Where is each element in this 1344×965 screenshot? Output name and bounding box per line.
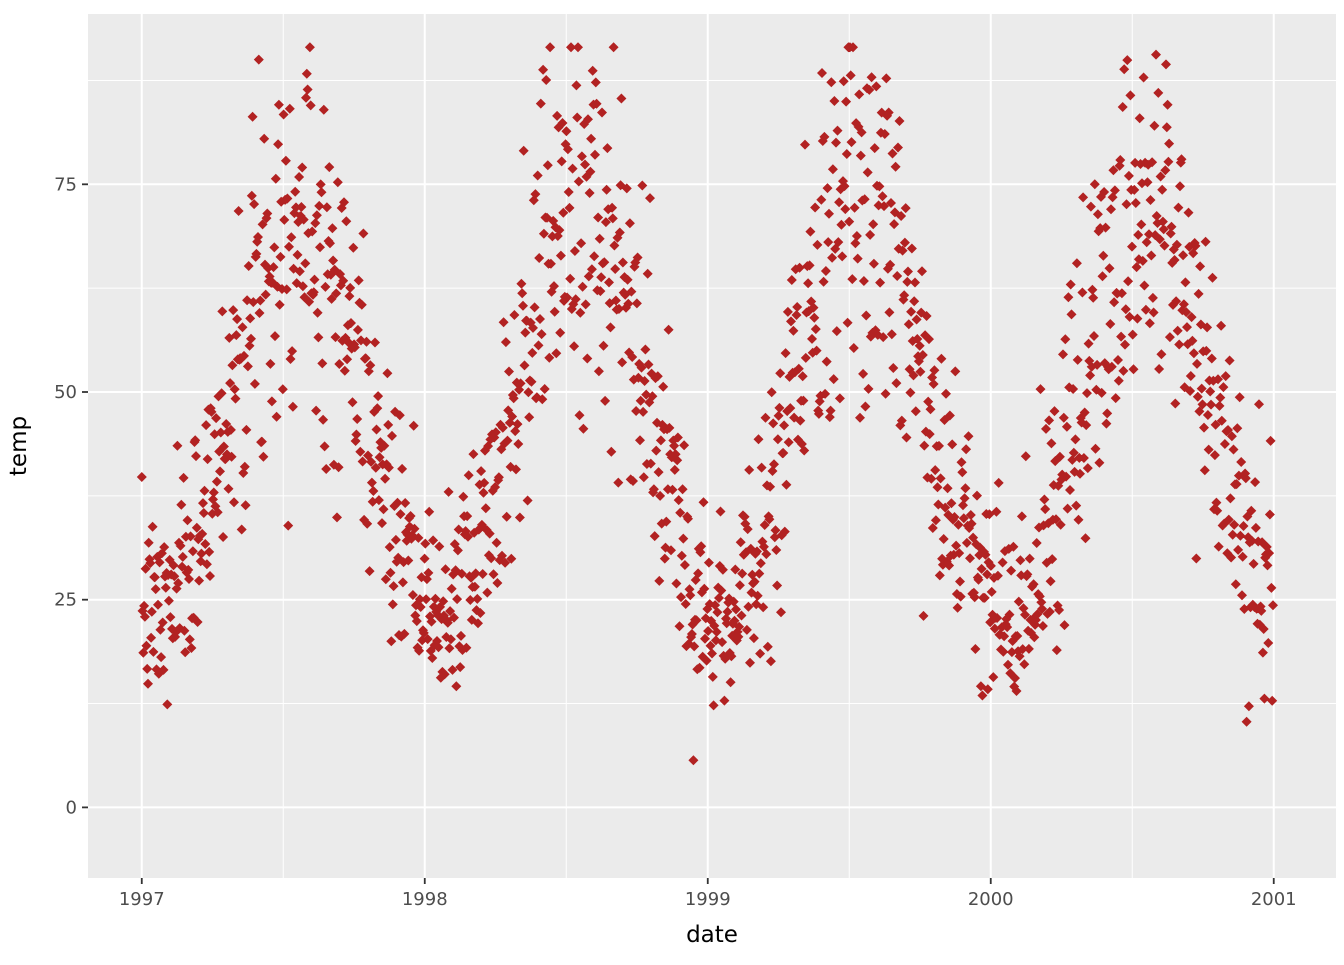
major-gridlines (88, 14, 1336, 878)
temp-data-points (136, 42, 1278, 766)
x-axis-title: date (686, 922, 738, 948)
y-tick-labels: 0 25 50 75 (54, 174, 77, 818)
x-tick-label: 1998 (402, 889, 448, 910)
y-tick-label: 25 (54, 590, 77, 611)
y-tick-label: 75 (54, 174, 77, 195)
x-tick-label: 1999 (685, 889, 731, 910)
axis-tick-marks (82, 183, 1275, 884)
data-points (136, 42, 1278, 766)
x-tick-label: 2000 (968, 889, 1014, 910)
x-tick-labels: 1997 1998 1999 2000 2001 (119, 889, 1297, 910)
y-tick-label: 50 (54, 382, 77, 403)
plot-panel (88, 14, 1336, 878)
y-tick-label: 0 (66, 797, 77, 818)
x-tick-label: 2001 (1251, 889, 1297, 910)
x-tick-label: 1997 (119, 889, 165, 910)
y-axis-title: temp (6, 416, 32, 476)
minor-gridlines (88, 14, 1336, 878)
